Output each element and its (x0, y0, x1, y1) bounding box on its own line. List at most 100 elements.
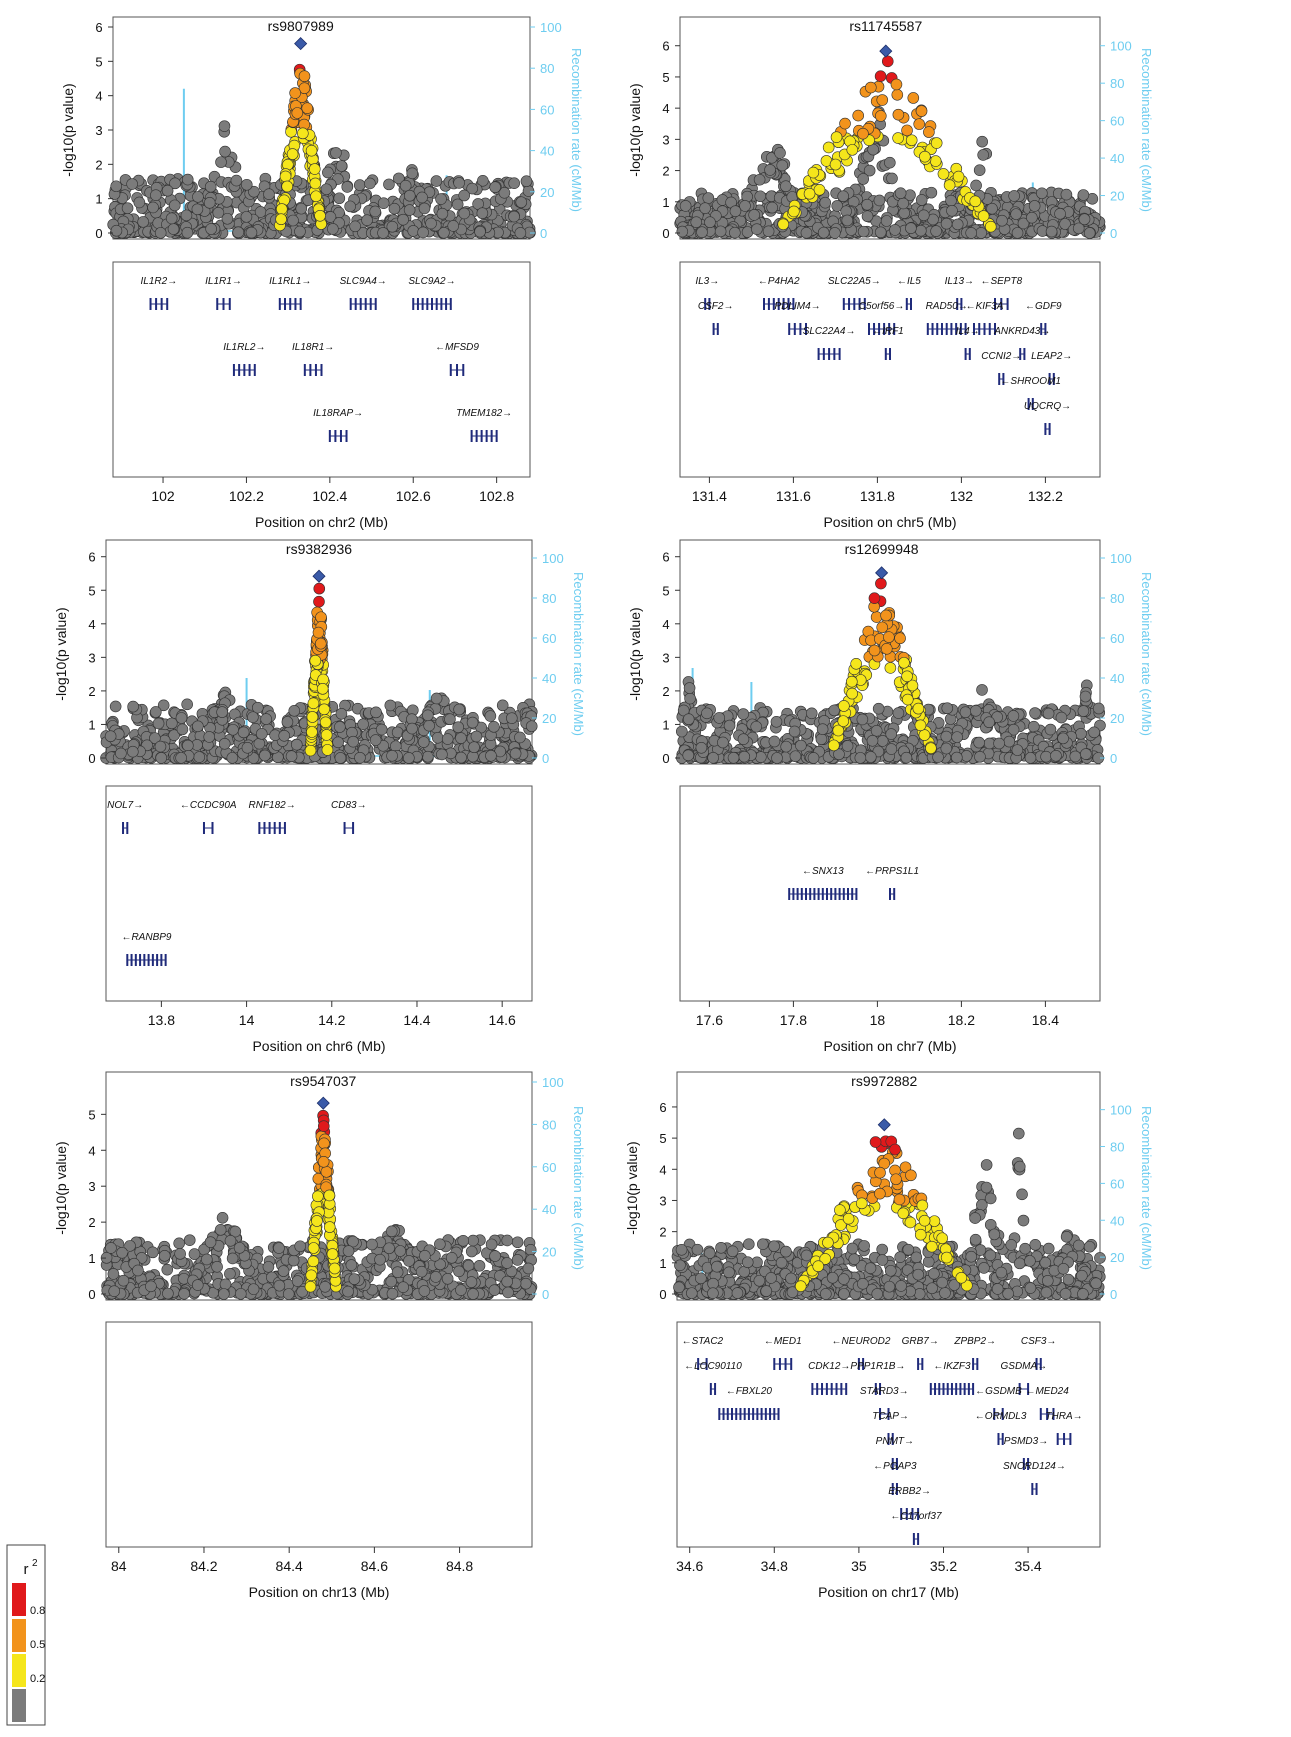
snp-point (285, 750, 298, 762)
snp-point (221, 212, 234, 225)
snp-point (417, 736, 430, 748)
y-tick-label: 6 (662, 39, 669, 54)
snp-point (345, 1259, 358, 1271)
y2-tick-label: 100 (540, 20, 562, 35)
snp-point (941, 702, 954, 715)
gene-exon (763, 298, 765, 310)
snp-point (1045, 225, 1058, 238)
snp-point (307, 1242, 320, 1254)
x-axis-label: Position on chr13 (Mb) (249, 1584, 390, 1600)
snp-point (780, 740, 792, 753)
snp-point (467, 1234, 479, 1247)
gene-exon (328, 430, 331, 442)
snp-point (328, 1262, 341, 1275)
snp-point (193, 751, 206, 763)
snp-point (892, 707, 905, 719)
gene-exon (1023, 348, 1026, 360)
y-tick-label: 6 (88, 550, 95, 565)
snp-point (281, 180, 294, 193)
snp-point (829, 158, 842, 171)
snp-point (383, 1242, 395, 1255)
snp-point (348, 1273, 361, 1285)
gene-track-frame (105, 1321, 533, 1548)
snp-point (1077, 189, 1090, 201)
gene-exon (788, 323, 791, 335)
snp-point (341, 181, 354, 193)
snp-point (287, 214, 299, 227)
snp-point (230, 174, 243, 187)
snp-point (447, 220, 460, 232)
snp-point (465, 1276, 478, 1288)
x-tick-label: 131.8 (860, 488, 895, 504)
x-tick-label: 14.2 (318, 1012, 345, 1028)
snp-point (317, 1120, 330, 1132)
gene-exon (826, 888, 828, 900)
gene-exon (339, 430, 342, 442)
x-tick-label: 102.8 (479, 488, 514, 504)
snp-point (399, 179, 412, 192)
snp-point (768, 735, 781, 748)
gene-exon (122, 822, 125, 834)
snp-point (905, 222, 917, 234)
snp-point (874, 226, 887, 239)
gene-exon (426, 298, 429, 310)
gene-exon (211, 822, 214, 834)
snp-point (754, 190, 767, 203)
snp-point (1083, 227, 1096, 239)
snp-point (281, 716, 294, 728)
y2-tick-label: 80 (542, 1117, 556, 1132)
snp-point (377, 197, 390, 209)
y-tick-label: 5 (95, 54, 102, 69)
y-tick-label: 3 (88, 1179, 95, 1194)
y2-tick-label: 80 (1110, 76, 1124, 91)
y2-tick-label: 40 (542, 1202, 556, 1217)
snp-point (1029, 707, 1041, 719)
snp-point (312, 1190, 324, 1203)
snp-point (121, 202, 134, 214)
gene-exon (950, 323, 953, 335)
snp-point (275, 213, 287, 226)
snp-point (918, 729, 931, 741)
snp-point (737, 708, 750, 720)
snp-point (900, 751, 913, 764)
gene-label: ←GDF9 (1025, 301, 1062, 312)
x-tick-label: 132.2 (1028, 488, 1063, 504)
gene-label: ←SEPT8 (980, 276, 1022, 287)
gene-label: CSF2→ (698, 301, 734, 312)
snp-point (951, 751, 963, 764)
snp-point (880, 609, 892, 622)
gene-exon (232, 364, 235, 376)
snp-point (335, 160, 348, 172)
snp-point (839, 117, 851, 130)
snp-point (976, 135, 988, 148)
snp-point (894, 187, 907, 200)
snp-point (996, 214, 1008, 227)
gene-exon (838, 348, 841, 360)
gene-exon (134, 954, 137, 966)
snp-point (418, 1285, 431, 1297)
snp-point (137, 216, 149, 228)
y-axis-label: -log10(p value) (53, 1141, 69, 1234)
snp-point (856, 713, 869, 726)
y2-tick-label: 80 (540, 61, 554, 76)
gene-exon (164, 954, 167, 966)
snp-point (892, 108, 905, 121)
snp-point (1011, 227, 1024, 239)
snp-point (146, 1246, 159, 1259)
snp-point (915, 224, 927, 237)
y-tick-label: 4 (662, 101, 669, 116)
snp-point (301, 102, 314, 114)
snp-point (394, 1245, 407, 1257)
snp-point (970, 179, 982, 192)
snp-point (470, 730, 483, 743)
snp-point (307, 697, 320, 710)
snp-point (104, 730, 117, 743)
snp-point (850, 657, 862, 670)
snp-point (723, 719, 736, 732)
snp-point (132, 1264, 144, 1277)
snp-point (416, 191, 428, 204)
snp-point (683, 682, 696, 694)
